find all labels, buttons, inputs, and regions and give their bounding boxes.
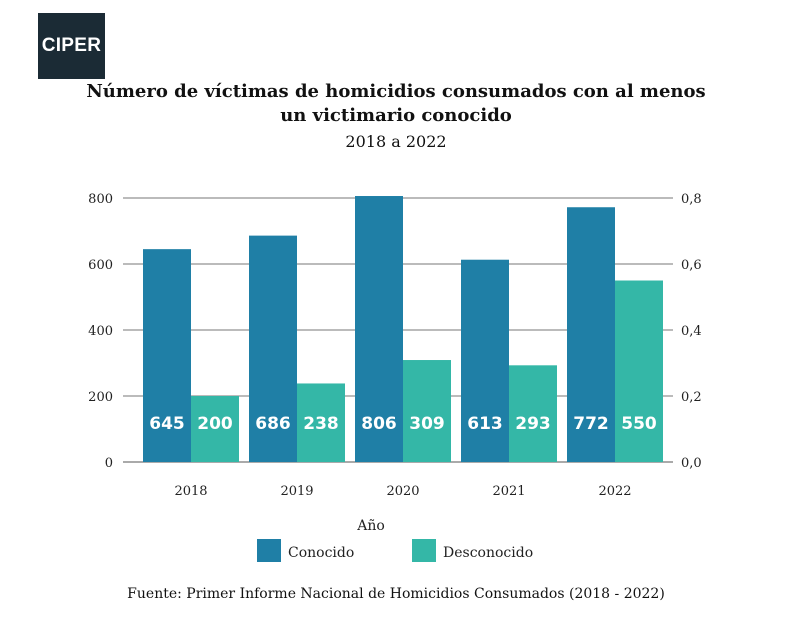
legend-label-desconocido: Desconocido [443, 545, 533, 561]
chart-subtitle: 2018 a 2022 [345, 132, 447, 151]
data-label: 806 [361, 414, 397, 434]
source-note: Fuente: Primer Informe Nacional de Homic… [127, 586, 665, 602]
bar-conocido-2022 [567, 207, 615, 462]
y2-tick-label: 0,8 [681, 192, 702, 207]
ciper-logo: CIPER [38, 13, 105, 79]
data-label: 772 [573, 414, 609, 434]
y2-tick-label: 0,6 [681, 258, 702, 273]
y-tick-label: 400 [88, 324, 113, 339]
x-axis-title: Año [356, 518, 385, 534]
data-label: 686 [255, 414, 291, 434]
x-tick-label: 2021 [492, 484, 525, 499]
data-label: 293 [515, 414, 551, 434]
bar-desconocido-2022 [615, 280, 663, 462]
bar-conocido-2019 [249, 235, 297, 462]
bar-conocido-2020 [355, 196, 403, 462]
data-label: 200 [197, 414, 233, 434]
y-tick-label: 0 [105, 456, 113, 471]
y-tick-label: 200 [88, 390, 113, 405]
bar-desconocido-2020 [403, 360, 451, 462]
bar-conocido-2021 [461, 259, 509, 462]
legend-swatch-desconocido [412, 539, 436, 562]
y-tick-label: 800 [88, 192, 113, 207]
chart-title-line-1: Número de víctimas de homicidios consuma… [86, 81, 706, 102]
bar-desconocido-2019 [297, 383, 345, 462]
data-label: 613 [467, 414, 503, 434]
bar-desconocido-2018 [191, 396, 239, 462]
legend-swatch-conocido [257, 539, 281, 562]
logo-text: CIPER [41, 35, 102, 56]
bar-desconocido-2021 [509, 365, 557, 462]
chart-title-line-2: un victimario conocido [280, 105, 512, 126]
data-label: 645 [149, 414, 185, 434]
y2-tick-label: 0,4 [681, 324, 702, 339]
x-tick-label: 2022 [598, 484, 631, 499]
x-tick-label: 2019 [280, 484, 313, 499]
bar-conocido-2018 [143, 249, 191, 462]
y2-tick-label: 0,2 [681, 390, 702, 405]
legend-label-conocido: Conocido [288, 545, 354, 561]
data-label: 309 [409, 414, 445, 434]
x-tick-label: 2020 [386, 484, 419, 499]
y2-tick-label: 0,0 [681, 456, 702, 471]
data-label: 238 [303, 414, 339, 434]
y-tick-label: 600 [88, 258, 113, 273]
x-tick-label: 2018 [174, 484, 207, 499]
data-label: 550 [621, 414, 657, 434]
